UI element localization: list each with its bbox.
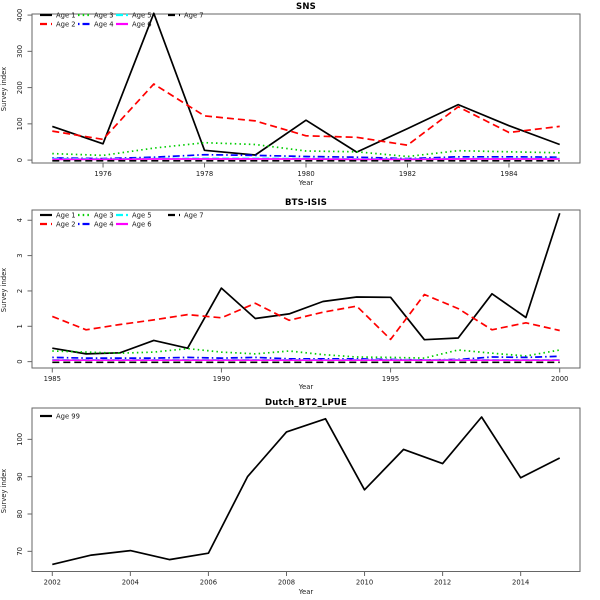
- svg-text:4: 4: [16, 218, 24, 222]
- bts-isis-xaxis-label: Year: [298, 383, 314, 391]
- svg-text:400: 400: [16, 9, 24, 22]
- svg-text:1: 1: [16, 324, 24, 328]
- svg-text:1976: 1976: [94, 170, 111, 178]
- svg-text:Age 7: Age 7: [184, 11, 204, 19]
- svg-text:Age 6: Age 6: [132, 220, 152, 228]
- svg-text:1985: 1985: [44, 375, 61, 383]
- svg-text:Age 3: Age 3: [94, 211, 114, 219]
- svg-text:1984: 1984: [500, 170, 517, 178]
- svg-text:2010: 2010: [356, 579, 373, 587]
- svg-text:90: 90: [16, 472, 24, 481]
- svg-text:Age 7: Age 7: [184, 211, 204, 219]
- svg-text:1982: 1982: [399, 170, 416, 178]
- svg-text:0: 0: [16, 359, 24, 363]
- svg-text:1980: 1980: [297, 170, 314, 178]
- svg-text:1978: 1978: [196, 170, 213, 178]
- svg-text:Age 5: Age 5: [132, 11, 152, 19]
- svg-text:Age 4: Age 4: [94, 220, 114, 228]
- svg-text:Age 3: Age 3: [94, 11, 114, 19]
- dutch-bt2-lpue-chart-title: Dutch_BT2_LPUE: [264, 398, 348, 408]
- svg-text:300: 300: [16, 45, 24, 58]
- svg-text:Age 2: Age 2: [56, 20, 76, 28]
- svg-text:200: 200: [16, 81, 24, 94]
- svg-text:Age 99: Age 99: [56, 412, 80, 420]
- svg-text:2008: 2008: [278, 579, 295, 587]
- svg-text:2014: 2014: [512, 579, 529, 587]
- svg-text:Age 1: Age 1: [56, 211, 76, 219]
- svg-text:70: 70: [16, 547, 24, 556]
- svg-text:80: 80: [16, 510, 24, 519]
- sns-chart-title: SNS: [296, 2, 316, 12]
- svg-text:2002: 2002: [44, 579, 61, 587]
- svg-text:Age 5: Age 5: [132, 211, 152, 219]
- svg-text:2006: 2006: [200, 579, 217, 587]
- sns-xaxis-label: Year: [298, 179, 314, 187]
- svg-text:0: 0: [16, 158, 24, 162]
- svg-text:2: 2: [16, 289, 24, 293]
- svg-text:2004: 2004: [122, 579, 139, 587]
- svg-text:Age 4: Age 4: [94, 20, 114, 28]
- svg-text:100: 100: [16, 433, 24, 446]
- svg-text:1995: 1995: [382, 375, 399, 383]
- svg-text:Age 1: Age 1: [56, 11, 76, 19]
- svg-text:3: 3: [16, 253, 24, 257]
- dutch-bt2-lpue-chart-canvas: 70 80 90 100 2002 2004 2006 2008 2010 2012 2014 Age…: [16, 407, 581, 587]
- svg-text:Age 2: Age 2: [56, 220, 76, 228]
- svg-text:1990: 1990: [213, 375, 230, 383]
- svg-text:Age 6: Age 6: [132, 20, 152, 28]
- svg-text:100: 100: [16, 117, 24, 130]
- svg-text:2000: 2000: [551, 375, 568, 383]
- svg-text:2012: 2012: [434, 579, 451, 587]
- dutch-bt2-lpue-xaxis-label: Year: [298, 588, 314, 596]
- bts-isis-chart-title: BTS-ISIS: [284, 198, 328, 208]
